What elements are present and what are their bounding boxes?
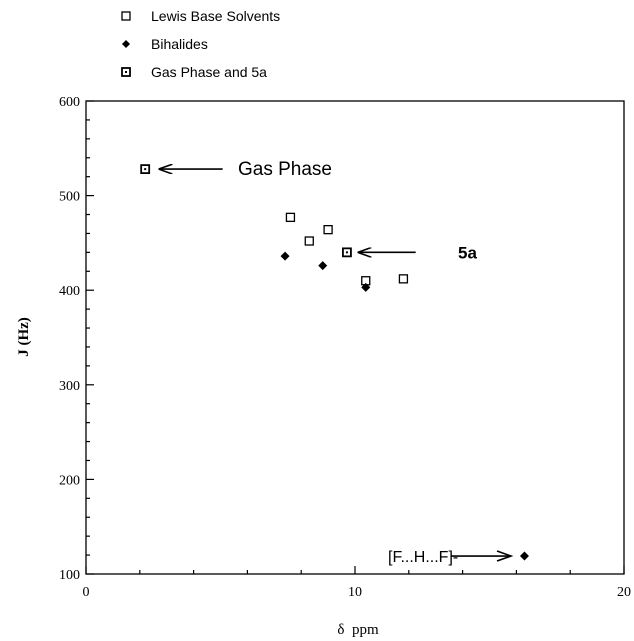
legend-marker-filled-diamond xyxy=(122,40,130,48)
y-tick-label: 300 xyxy=(59,379,80,394)
point-square-dot xyxy=(144,168,147,171)
x-tick-label: 20 xyxy=(617,585,631,600)
legend-item-gas-phase-and-5a: Gas Phase and 5a xyxy=(121,64,267,80)
legend-label: Bihalides xyxy=(151,36,208,52)
point-filled-diamond xyxy=(318,261,328,271)
legend-marker-open-square xyxy=(121,11,131,21)
plot-frame xyxy=(85,100,625,575)
annotations: Gas Phase 5a [F...H...F]- xyxy=(158,159,514,566)
x-axis-label: δ ppm xyxy=(337,622,379,638)
point-square-dot xyxy=(345,251,348,254)
annotation-arrowhead xyxy=(496,550,514,562)
point-open-square xyxy=(285,212,296,223)
legend-label: Lewis Base Solvents xyxy=(151,8,280,24)
point-open-square xyxy=(304,236,314,246)
legend: Lewis Base Solvents Bihalides Gas Phase … xyxy=(121,8,280,80)
axis-ticks: 100 200 300 400 500 600 0 10 20 xyxy=(59,95,631,600)
point-filled-diamond xyxy=(519,551,529,561)
y-tick-label: 500 xyxy=(59,190,80,205)
point-open-square xyxy=(323,225,333,235)
annotation-label: 5a xyxy=(458,243,477,262)
annotation-label: Gas Phase xyxy=(238,159,332,180)
x-tick-label: 0 xyxy=(83,585,90,600)
legend-label: Gas Phase and 5a xyxy=(151,64,267,80)
y-tick-label: 400 xyxy=(59,284,80,299)
legend-item-bihalides: Bihalides xyxy=(122,36,208,52)
annotation-label: [F...H...F]- xyxy=(388,549,458,566)
point-filled-diamond xyxy=(280,251,290,261)
legend-item-lewis-base-solvents: Lewis Base Solvents xyxy=(121,8,280,24)
data-points xyxy=(140,164,529,561)
x-tick-label: 10 xyxy=(348,585,362,600)
point-dotted-square xyxy=(140,164,151,175)
y-tick-label: 200 xyxy=(59,473,80,488)
point-open-square xyxy=(398,274,409,284)
y-axis-label: J (Hz) xyxy=(16,317,32,357)
point-dotted-square xyxy=(342,247,352,258)
y-tick-label: 600 xyxy=(59,95,80,110)
y-tick-label: 100 xyxy=(59,568,80,583)
point-filled-diamond xyxy=(361,282,371,292)
